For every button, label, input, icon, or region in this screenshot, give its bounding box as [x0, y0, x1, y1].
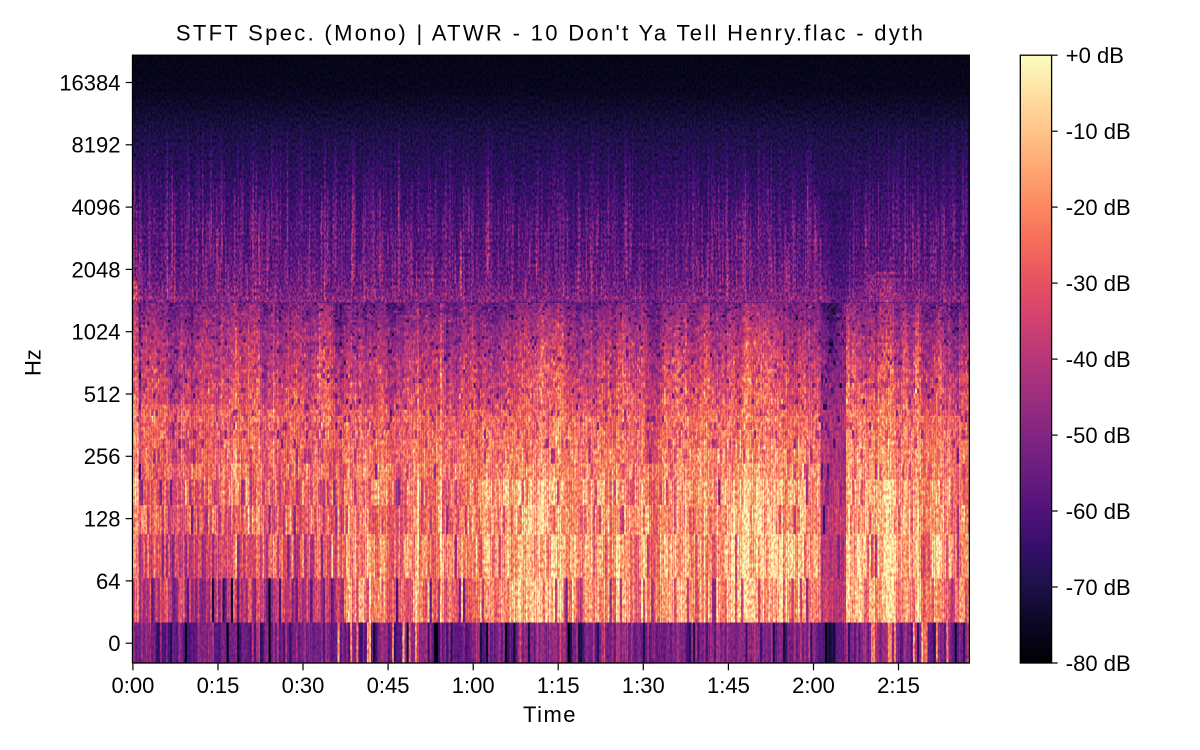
svg-text:1:15: 1:15: [537, 673, 580, 698]
svg-text:2:00: 2:00: [792, 673, 835, 698]
svg-text:0: 0: [108, 631, 120, 656]
svg-text:-70 dB: -70 dB: [1066, 575, 1131, 600]
svg-text:1:00: 1:00: [452, 673, 495, 698]
svg-text:2048: 2048: [72, 257, 121, 282]
svg-text:-10 dB: -10 dB: [1066, 119, 1131, 144]
svg-text:2:15: 2:15: [877, 673, 920, 698]
svg-text:1:30: 1:30: [622, 673, 665, 698]
svg-text:128: 128: [84, 507, 121, 532]
svg-text:512: 512: [84, 382, 121, 407]
svg-text:-50 dB: -50 dB: [1066, 423, 1131, 448]
svg-text:-20 dB: -20 dB: [1066, 195, 1131, 220]
svg-text:256: 256: [84, 444, 121, 469]
svg-text:0:15: 0:15: [197, 673, 240, 698]
svg-text:0:45: 0:45: [367, 673, 410, 698]
svg-text:Hz: Hz: [20, 349, 45, 376]
svg-text:64: 64: [96, 569, 120, 594]
svg-text:-40 dB: -40 dB: [1066, 347, 1131, 372]
svg-text:8192: 8192: [72, 133, 121, 158]
svg-text:-60 dB: -60 dB: [1066, 499, 1131, 524]
svg-text:1024: 1024: [72, 320, 121, 345]
svg-text:1:45: 1:45: [707, 673, 750, 698]
svg-text:-80 dB: -80 dB: [1066, 651, 1131, 676]
svg-text:+0 dB: +0 dB: [1066, 43, 1124, 68]
svg-text:0:00: 0:00: [111, 673, 154, 698]
svg-text:Time: Time: [523, 702, 577, 727]
svg-text:16384: 16384: [59, 70, 120, 95]
svg-text:-30 dB: -30 dB: [1066, 271, 1131, 296]
svg-text:STFT Spec. (Mono) | ATWR - 10: STFT Spec. (Mono) | ATWR - 10 Don't Ya T…: [176, 20, 925, 45]
svg-text:0:30: 0:30: [282, 673, 325, 698]
svg-text:4096: 4096: [72, 195, 121, 220]
